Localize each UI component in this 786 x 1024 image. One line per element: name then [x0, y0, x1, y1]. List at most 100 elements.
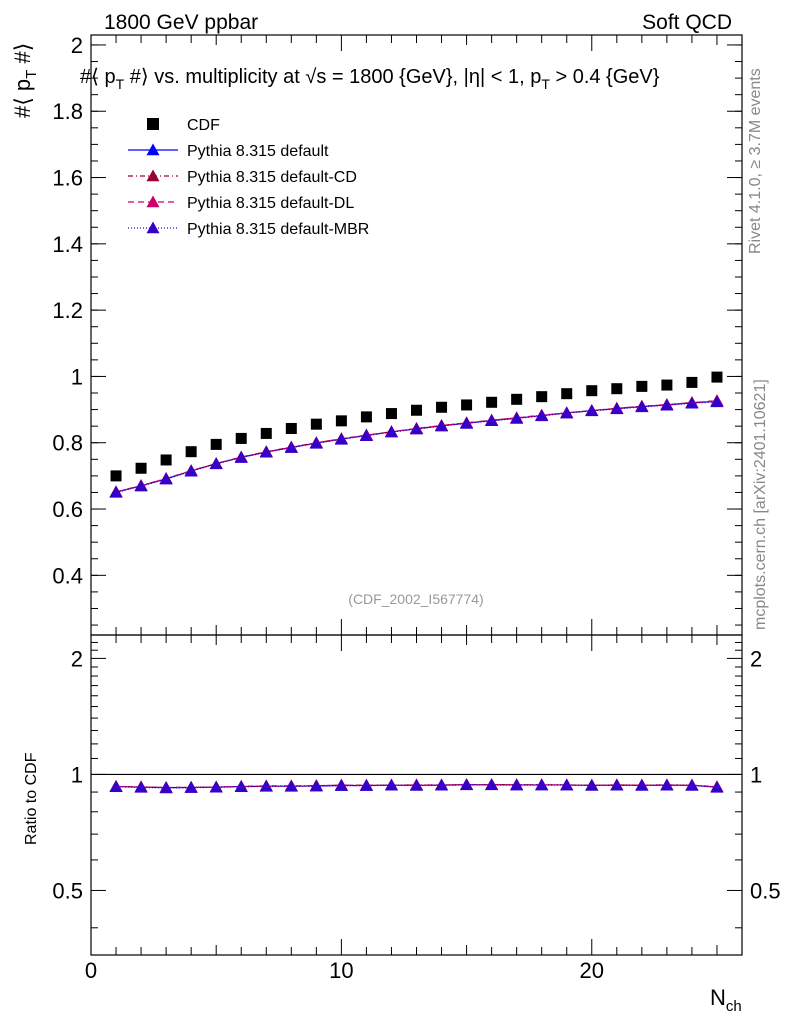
ratio-y-tick-label-right: 2 — [750, 646, 762, 671]
mc-series-point-4 — [384, 425, 398, 438]
ratio-series-point-3 — [510, 778, 524, 791]
ratio-series-point-3 — [660, 778, 674, 791]
ratio-series-point-3 — [109, 780, 123, 792]
ratio-series-point-3 — [134, 780, 148, 793]
x-tick-label: 0 — [85, 958, 97, 983]
ratio-plot-frame — [90, 634, 743, 956]
ratio-series-point-3 — [309, 779, 323, 792]
main-y-tick-label: 0.8 — [52, 431, 83, 456]
ratio-y-tick-label-right: 1 — [750, 762, 762, 787]
cdf-data-point — [536, 391, 548, 403]
cdf-data-point — [411, 404, 422, 416]
x-tick-label: 20 — [580, 958, 604, 983]
header-left: 1800 GeV ppbar — [104, 11, 258, 34]
ratio-series-point-3 — [560, 778, 574, 791]
mc-series-point-4 — [109, 485, 123, 498]
cdf-data-point — [436, 401, 448, 413]
ratio-series-point-3 — [359, 779, 373, 791]
main-y-tick-label: 1.2 — [52, 298, 83, 323]
mc-series-point-4 — [134, 479, 148, 492]
mc-series-point-4 — [234, 451, 248, 463]
cdf-data-point — [185, 446, 197, 458]
ratio-series-point-3 — [234, 780, 248, 792]
title-sub-1: T — [116, 76, 125, 92]
ratio-y-tick-label: 0.5 — [52, 878, 83, 903]
mc-series-point-4 — [209, 457, 223, 470]
cdf-data-point — [486, 396, 498, 408]
mc-series-point-4 — [710, 395, 724, 408]
cdf-data-point — [285, 422, 297, 434]
rivet-label: Rivet 4.1.0, ≥ 3.7M events — [747, 68, 764, 254]
mc-series-point-4 — [259, 445, 273, 458]
legend-marker-1 — [146, 143, 160, 156]
header-right: Soft QCD — [642, 11, 732, 34]
mc-series-point-4 — [359, 429, 373, 441]
legend-label: CDF — [187, 117, 220, 134]
legend: CDF Pythia 8.315 default Pythia 8.315 defa… — [128, 117, 369, 238]
legend-label: Pythia 8.315 default — [187, 143, 329, 160]
mc-series-point-4 — [334, 432, 348, 445]
cdf-data-point — [661, 379, 673, 391]
mc-series-point-4 — [159, 472, 173, 485]
main-y-tick-label: 1.4 — [52, 232, 83, 257]
ratio-y-axis-label: Ratio to CDF — [23, 752, 40, 845]
ratio-series-point-3 — [384, 778, 398, 791]
ratio-series-point-3 — [259, 779, 273, 792]
plot-title: #⟨ pT #⟩ vs. multiplicity at √s = 1800 {… — [80, 66, 660, 92]
cdf-data-point — [586, 385, 598, 397]
mc-series-point-4 — [685, 396, 699, 409]
cdf-data-point — [210, 438, 222, 450]
main-y-tick-label: 2 — [71, 33, 83, 58]
mc-series-point-4 — [585, 404, 599, 417]
ratio-series-point-3 — [209, 780, 223, 793]
main-ticks: 0.4 0.6 0.8 1 1.2 1.4 1.6 1.8 2 — [52, 33, 742, 626]
cdf-data-point — [511, 393, 523, 405]
cdf-data-point — [636, 380, 648, 392]
ratio-series-point-3 — [585, 778, 599, 791]
x-ticks: 0 10 20 — [85, 35, 718, 983]
ratio-series-point-3 — [435, 778, 449, 791]
ratio-series-point-3 — [535, 778, 549, 791]
mc-series-point-4 — [485, 414, 499, 427]
mc-series-point-4 — [560, 406, 574, 419]
main-y-tick-label: 1.8 — [52, 99, 83, 124]
ratio-series-point-3 — [485, 778, 499, 791]
main-y-tick-label: 1.6 — [52, 166, 83, 191]
x-axis-label: Nch — [710, 985, 742, 1015]
cdf-data-point — [686, 376, 698, 388]
ratio-series-point-3 — [334, 779, 348, 791]
ratio-series-point-3 — [460, 778, 474, 791]
mc-series-point-4 — [460, 417, 474, 429]
mc-series-point-4 — [284, 441, 298, 453]
legend-label: Pythia 8.315 default-CD — [187, 169, 357, 186]
ratio-y-tick-label: 1 — [71, 762, 83, 787]
ratio-series-point-3 — [410, 778, 423, 791]
cdf-data-point — [360, 411, 372, 423]
ratio-ticks: 0.5 0.5 1 1 2 2 — [52, 641, 781, 929]
mc-series-point-4 — [510, 412, 524, 424]
cdf-data-point — [160, 454, 172, 466]
ratio-series-point-3 — [184, 781, 198, 793]
mcplots-label: mcplots.cern.ch [arXiv:2401.10621] — [752, 379, 769, 630]
ratio-series-point-3 — [284, 779, 298, 792]
cdf-data-point — [260, 427, 272, 439]
legend-marker-cdf — [147, 118, 159, 130]
cdf-data-point — [110, 470, 122, 482]
ratio-series-point-3 — [710, 780, 724, 793]
legend-marker-2 — [146, 169, 160, 182]
title-sub-2: T — [541, 76, 550, 92]
main-y-tick-label: 0.6 — [52, 497, 83, 522]
x-tick-label: 10 — [329, 958, 353, 983]
ratio-y-tick-label: 2 — [71, 646, 83, 671]
ratio-series-point-3 — [610, 778, 624, 791]
cdf-data-point — [235, 432, 247, 444]
mc-series-point-4 — [635, 400, 649, 413]
cdf-data-point — [335, 415, 347, 427]
cdf-data-point — [711, 371, 723, 383]
legend-label: Pythia 8.315 default-MBR — [187, 221, 369, 238]
ratio-y-tick-label-right: 0.5 — [750, 878, 781, 903]
mc-series-point-4 — [410, 422, 423, 435]
main-series — [109, 371, 724, 498]
ratio-series — [109, 778, 724, 794]
cdf-data-point — [135, 462, 147, 474]
